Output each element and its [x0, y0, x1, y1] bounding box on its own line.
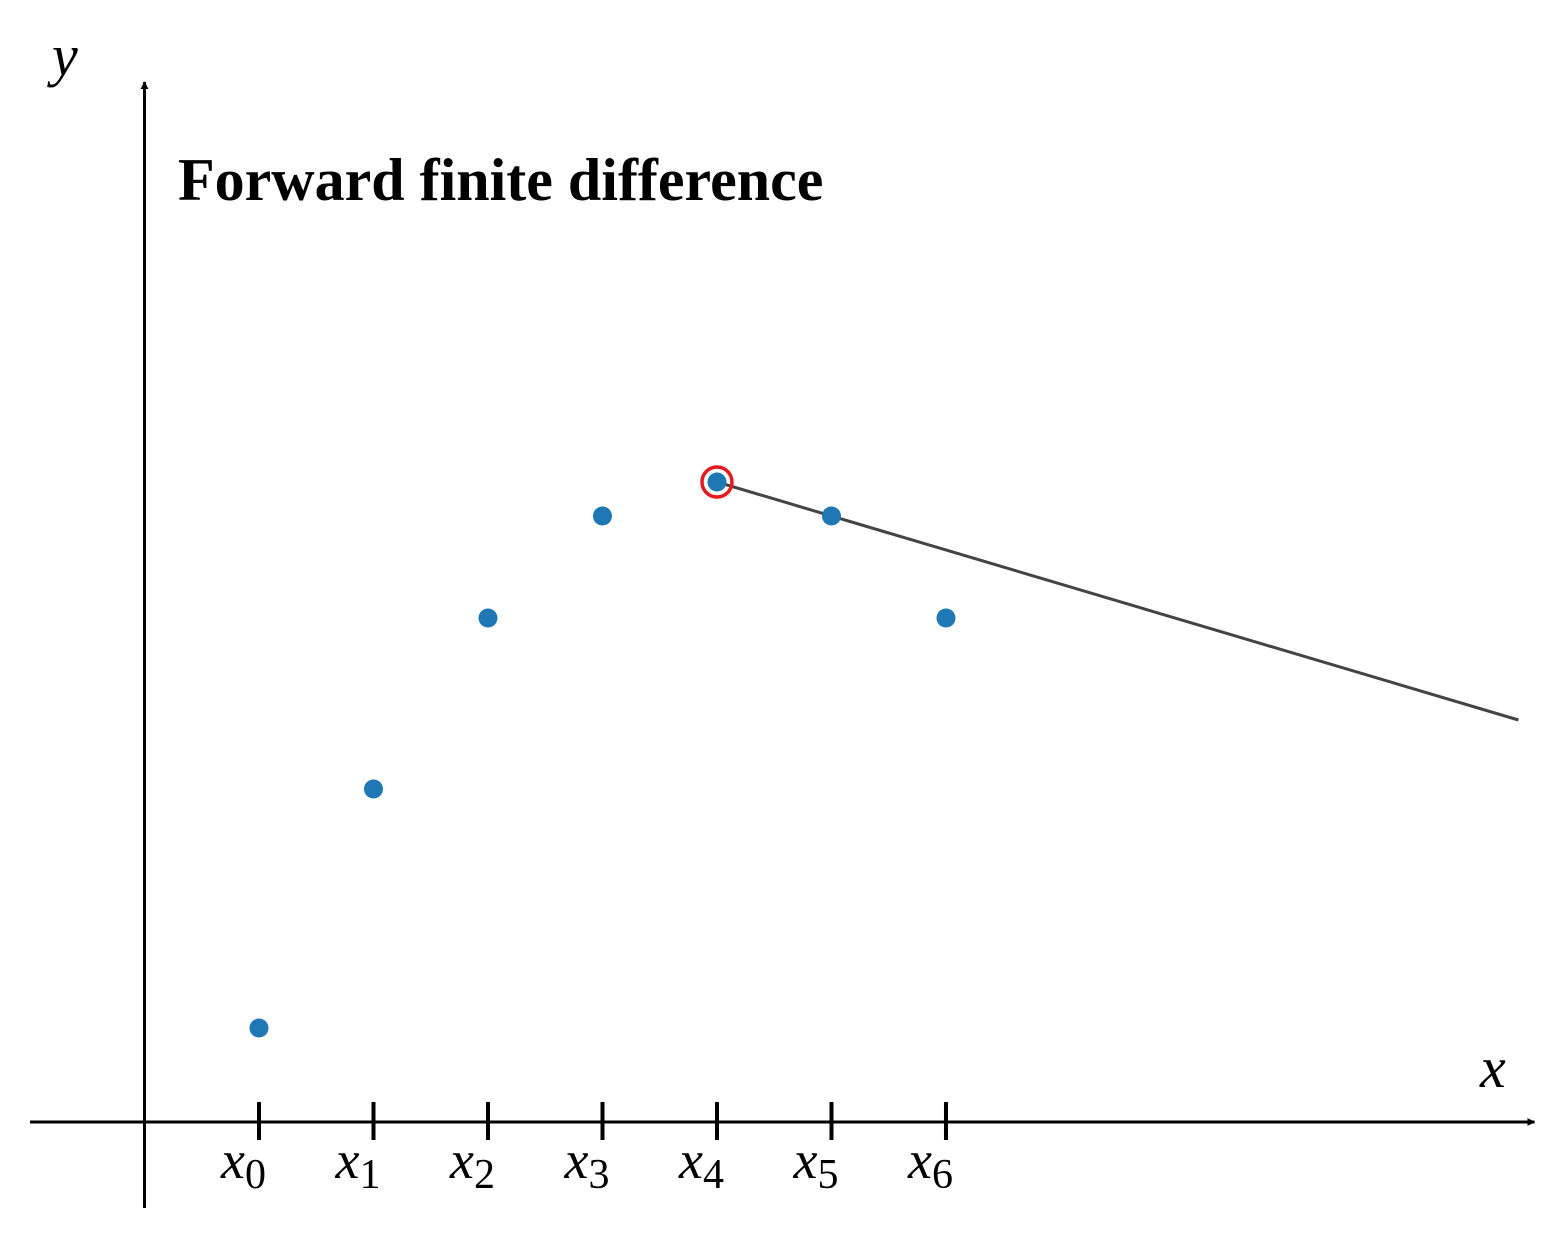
point [478, 608, 498, 628]
highlight-ring [700, 465, 734, 499]
y-axis-label: y [47, 23, 78, 88]
x-tick-label: x5 [792, 1130, 838, 1198]
secant-line [716, 480, 1519, 722]
point [363, 779, 383, 799]
x-tick-label: x3 [563, 1130, 609, 1198]
point [592, 506, 612, 526]
x-tick-label: x2 [449, 1130, 495, 1198]
point [821, 506, 841, 526]
x-tick-label: x4 [678, 1130, 724, 1198]
point [707, 472, 727, 492]
point [936, 608, 956, 628]
x-tick-label: x1 [334, 1130, 380, 1198]
point [249, 1018, 269, 1038]
x-axis-label: x [1479, 1035, 1506, 1100]
x-tick-label: x6 [907, 1130, 953, 1198]
chart-title: Forward finite difference [178, 147, 823, 213]
x-tick-label: x0 [220, 1130, 266, 1198]
